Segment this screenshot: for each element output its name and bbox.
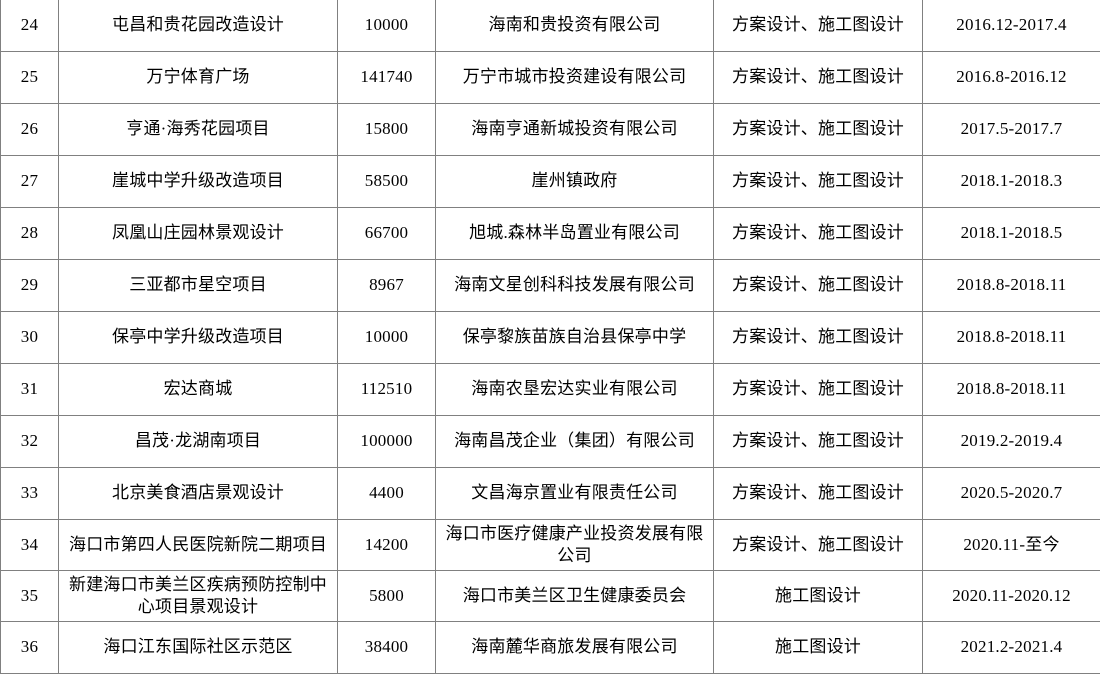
cell-serial-number: 33 — [1, 468, 59, 520]
cell-serial-number: 34 — [1, 520, 59, 571]
cell-area: 58500 — [338, 156, 436, 208]
table-row: 36 海口江东国际社区示范区 38400 海南麓华商旅发展有限公司 施工图设计 … — [1, 622, 1100, 674]
table-row: 33 北京美食酒店景观设计 4400 文昌海京置业有限责任公司 方案设计、施工图… — [1, 468, 1100, 520]
table-row: 31 宏达商城 112510 海南农垦宏达实业有限公司 方案设计、施工图设计 2… — [1, 364, 1100, 416]
cell-client: 文昌海京置业有限责任公司 — [436, 468, 714, 520]
cell-design-scope: 方案设计、施工图设计 — [714, 0, 923, 52]
cell-design-scope: 施工图设计 — [714, 571, 923, 622]
table-row: 32 昌茂·龙湖南项目 100000 海南昌茂企业（集团）有限公司 方案设计、施… — [1, 416, 1100, 468]
cell-project-name: 崖城中学升级改造项目 — [59, 156, 338, 208]
cell-serial-number: 27 — [1, 156, 59, 208]
cell-area: 15800 — [338, 104, 436, 156]
cell-design-period: 2019.2-2019.4 — [923, 416, 1100, 468]
table-row: 24 屯昌和贵花园改造设计 10000 海南和贵投资有限公司 方案设计、施工图设… — [1, 0, 1100, 52]
table-row: 29 三亚都市星空项目 8967 海南文星创科科技发展有限公司 方案设计、施工图… — [1, 260, 1100, 312]
cell-area: 5800 — [338, 571, 436, 622]
cell-serial-number: 28 — [1, 208, 59, 260]
cell-serial-number: 35 — [1, 571, 59, 622]
cell-design-period: 2018.1-2018.3 — [923, 156, 1100, 208]
cell-client: 保亭黎族苗族自治县保亭中学 — [436, 312, 714, 364]
table-row: 27 崖城中学升级改造项目 58500 崖州镇政府 方案设计、施工图设计 201… — [1, 156, 1100, 208]
cell-serial-number: 29 — [1, 260, 59, 312]
cell-design-scope: 方案设计、施工图设计 — [714, 416, 923, 468]
cell-project-name: 亨通·海秀花园项目 — [59, 104, 338, 156]
cell-serial-number: 36 — [1, 622, 59, 674]
cell-area: 10000 — [338, 0, 436, 52]
cell-project-name: 海口江东国际社区示范区 — [59, 622, 338, 674]
cell-area: 38400 — [338, 622, 436, 674]
cell-design-period: 2018.1-2018.5 — [923, 208, 1100, 260]
cell-design-scope: 方案设计、施工图设计 — [714, 156, 923, 208]
cell-project-name: 新建海口市美兰区疾病预防控制中心项目景观设计 — [59, 571, 338, 622]
cell-serial-number: 32 — [1, 416, 59, 468]
cell-client: 海口市美兰区卫生健康委员会 — [436, 571, 714, 622]
cell-design-period: 2016.8-2016.12 — [923, 52, 1100, 104]
cell-design-scope: 方案设计、施工图设计 — [714, 52, 923, 104]
cell-design-scope: 方案设计、施工图设计 — [714, 260, 923, 312]
cell-area: 8967 — [338, 260, 436, 312]
cell-client: 海南麓华商旅发展有限公司 — [436, 622, 714, 674]
cell-design-scope: 方案设计、施工图设计 — [714, 520, 923, 571]
cell-area: 4400 — [338, 468, 436, 520]
cell-area: 100000 — [338, 416, 436, 468]
cell-design-period: 2020.11-至今 — [923, 520, 1100, 571]
cell-client: 海南和贵投资有限公司 — [436, 0, 714, 52]
table-row: 30 保亭中学升级改造项目 10000 保亭黎族苗族自治县保亭中学 方案设计、施… — [1, 312, 1100, 364]
cell-design-period: 2017.5-2017.7 — [923, 104, 1100, 156]
cell-area: 66700 — [338, 208, 436, 260]
cell-serial-number: 31 — [1, 364, 59, 416]
cell-area: 14200 — [338, 520, 436, 571]
cell-serial-number: 24 — [1, 0, 59, 52]
table-row: 35 新建海口市美兰区疾病预防控制中心项目景观设计 5800 海口市美兰区卫生健… — [1, 571, 1100, 622]
cell-design-scope: 方案设计、施工图设计 — [714, 468, 923, 520]
cell-design-period: 2020.5-2020.7 — [923, 468, 1100, 520]
cell-design-scope: 方案设计、施工图设计 — [714, 104, 923, 156]
cell-design-period: 2021.2-2021.4 — [923, 622, 1100, 674]
table-row: 28 凤凰山庄园林景观设计 66700 旭城.森林半岛置业有限公司 方案设计、施… — [1, 208, 1100, 260]
cell-design-scope: 方案设计、施工图设计 — [714, 364, 923, 416]
cell-design-period: 2018.8-2018.11 — [923, 312, 1100, 364]
cell-area: 10000 — [338, 312, 436, 364]
cell-area: 141740 — [338, 52, 436, 104]
cell-project-name: 北京美食酒店景观设计 — [59, 468, 338, 520]
cell-project-name: 宏达商城 — [59, 364, 338, 416]
cell-project-name: 屯昌和贵花园改造设计 — [59, 0, 338, 52]
cell-client: 崖州镇政府 — [436, 156, 714, 208]
table-row: 26 亨通·海秀花园项目 15800 海南亨通新城投资有限公司 方案设计、施工图… — [1, 104, 1100, 156]
cell-client: 海南农垦宏达实业有限公司 — [436, 364, 714, 416]
cell-project-name: 昌茂·龙湖南项目 — [59, 416, 338, 468]
cell-client: 旭城.森林半岛置业有限公司 — [436, 208, 714, 260]
cell-project-name: 三亚都市星空项目 — [59, 260, 338, 312]
cell-design-period: 2016.12-2017.4 — [923, 0, 1100, 52]
table-row: 34 海口市第四人民医院新院二期项目 14200 海口市医疗健康产业投资发展有限… — [1, 520, 1100, 571]
cell-design-scope: 方案设计、施工图设计 — [714, 208, 923, 260]
cell-client: 海南亨通新城投资有限公司 — [436, 104, 714, 156]
cell-design-period: 2018.8-2018.11 — [923, 364, 1100, 416]
cell-client: 海南昌茂企业（集团）有限公司 — [436, 416, 714, 468]
cell-project-name: 保亭中学升级改造项目 — [59, 312, 338, 364]
cell-client: 万宁市城市投资建设有限公司 — [436, 52, 714, 104]
cell-area: 112510 — [338, 364, 436, 416]
table-row: 25 万宁体育广场 141740 万宁市城市投资建设有限公司 方案设计、施工图设… — [1, 52, 1100, 104]
cell-project-name: 万宁体育广场 — [59, 52, 338, 104]
cell-client: 海口市医疗健康产业投资发展有限公司 — [436, 520, 714, 571]
cell-project-name: 海口市第四人民医院新院二期项目 — [59, 520, 338, 571]
cell-design-period: 2020.11-2020.12 — [923, 571, 1100, 622]
cell-design-scope: 施工图设计 — [714, 622, 923, 674]
cell-client: 海南文星创科科技发展有限公司 — [436, 260, 714, 312]
cell-project-name: 凤凰山庄园林景观设计 — [59, 208, 338, 260]
cell-serial-number: 25 — [1, 52, 59, 104]
cell-design-period: 2018.8-2018.11 — [923, 260, 1100, 312]
cell-serial-number: 26 — [1, 104, 59, 156]
cell-design-scope: 方案设计、施工图设计 — [714, 312, 923, 364]
cell-serial-number: 30 — [1, 312, 59, 364]
document-page: 24 屯昌和贵花园改造设计 10000 海南和贵投资有限公司 方案设计、施工图设… — [0, 0, 1100, 624]
